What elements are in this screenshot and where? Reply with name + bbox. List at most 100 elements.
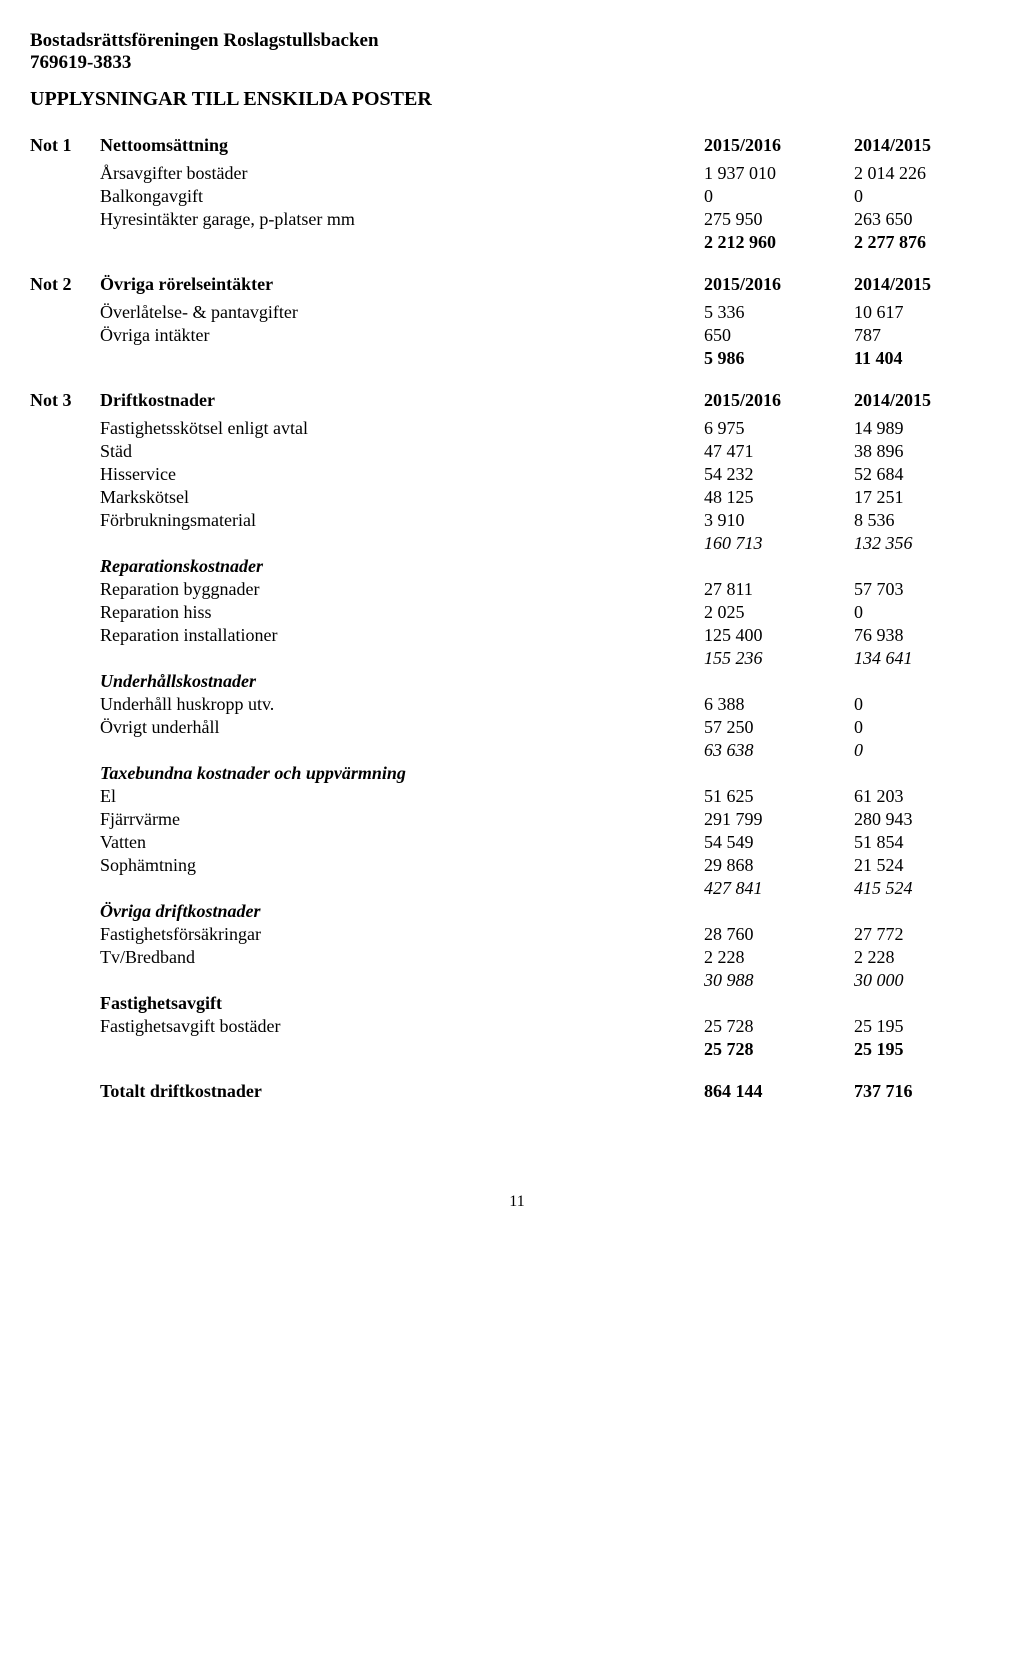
row-label [100,877,704,900]
row-value-2: 17 251 [854,486,1004,509]
subsection-label: Underhållskostnader [100,670,704,693]
data-row: 427 841415 524 [30,877,1004,900]
row-label: Tv/Bredband [100,946,704,969]
note-id: Not 3 [30,370,100,417]
data-row: Fastighetsförsäkringar28 76027 772 [30,923,1004,946]
note-id: Not 2 [30,254,100,301]
row-value-1: 125 400 [704,624,854,647]
row-value-1: 27 811 [704,578,854,601]
row-label [100,1038,704,1061]
note-title: Övriga rörelseintäkter [100,254,704,301]
row-value-1: 47 471 [704,440,854,463]
row-value-2: 52 684 [854,463,1004,486]
data-row: Sophämtning29 86821 524 [30,854,1004,877]
data-row: 155 236134 641 [30,647,1004,670]
row-value-1: 25 728 [704,1015,854,1038]
data-row: Taxebundna kostnader och uppvärmning [30,762,1004,785]
data-row: Underhåll huskropp utv.6 3880 [30,693,1004,716]
row-value-2: 76 938 [854,624,1004,647]
data-row: Övriga driftkostnader [30,900,1004,923]
year-2: 2014/2015 [854,370,1004,417]
total-value-2: 737 716 [854,1061,1004,1103]
row-value-2: 2 014 226 [854,162,1004,185]
subsection-label: Taxebundna kostnader och uppvärmning [100,762,704,785]
data-row: 25 72825 195 [30,1038,1004,1061]
data-row: Vatten54 54951 854 [30,831,1004,854]
subsection-label: Fastighetsavgift [100,992,704,1015]
data-row: Balkongavgift00 [30,185,1004,208]
data-row: Reparationskostnader [30,555,1004,578]
row-value-1: 3 910 [704,509,854,532]
row-label: Underhåll huskropp utv. [100,693,704,716]
row-value-1: 5 986 [704,347,854,370]
row-label: Fastighetsförsäkringar [100,923,704,946]
data-row: Förbrukningsmaterial3 9108 536 [30,509,1004,532]
row-label: El [100,785,704,808]
row-value-2: 0 [854,185,1004,208]
row-value-2: 0 [854,716,1004,739]
row-value-2: 263 650 [854,208,1004,231]
row-value-2: 2 277 876 [854,231,1004,254]
row-label: Fastighetsavgift bostäder [100,1015,704,1038]
row-label: Städ [100,440,704,463]
row-value-2: 787 [854,324,1004,347]
page-number: 11 [30,1193,1004,1211]
row-value-2: 132 356 [854,532,1004,555]
data-row: Fastighetsskötsel enligt avtal6 97514 98… [30,417,1004,440]
row-label [100,647,704,670]
data-row: Hisservice54 23252 684 [30,463,1004,486]
data-row: 63 6380 [30,739,1004,762]
row-value-2: 30 000 [854,969,1004,992]
row-label: Hyresintäkter garage, p-platser mm [100,208,704,231]
row-value-2: 25 195 [854,1038,1004,1061]
row-value-2: 415 524 [854,877,1004,900]
note-title: Nettoomsättning [100,135,704,162]
row-value-2: 51 854 [854,831,1004,854]
year-1: 2015/2016 [704,370,854,417]
note-id: Not 1 [30,135,100,162]
data-row: Markskötsel48 12517 251 [30,486,1004,509]
row-label: Överlåtelse- & pantavgifter [100,301,704,324]
row-value-2: 134 641 [854,647,1004,670]
row-label: Hisservice [100,463,704,486]
data-row: Underhållskostnader [30,670,1004,693]
data-row: Hyresintäkter garage, p-platser mm275 95… [30,208,1004,231]
row-value-1: 6 975 [704,417,854,440]
data-row: 5 98611 404 [30,347,1004,370]
row-value-2: 25 195 [854,1015,1004,1038]
row-label: Reparation byggnader [100,578,704,601]
row-label: Förbrukningsmaterial [100,509,704,532]
row-label [100,969,704,992]
total-value-1: 864 144 [704,1061,854,1103]
row-value-1: 48 125 [704,486,854,509]
data-row: Årsavgifter bostäder1 937 0102 014 226 [30,162,1004,185]
row-value-1: 57 250 [704,716,854,739]
row-value-1: 6 388 [704,693,854,716]
row-label: Övriga intäkter [100,324,704,347]
data-row: Fastighetsavgift bostäder25 72825 195 [30,1015,1004,1038]
row-value-2: 27 772 [854,923,1004,946]
year-1: 2015/2016 [704,254,854,301]
row-value-2: 10 617 [854,301,1004,324]
year-2: 2014/2015 [854,135,1004,162]
row-label: Fjärrvärme [100,808,704,831]
data-row: Fjärrvärme291 799280 943 [30,808,1004,831]
data-row: Övriga intäkter650787 [30,324,1004,347]
row-value-1: 2 025 [704,601,854,624]
row-label: Vatten [100,831,704,854]
section-title: UPPLYSNINGAR TILL ENSKILDA POSTER [30,88,1004,111]
row-value-2: 57 703 [854,578,1004,601]
row-value-2: 38 896 [854,440,1004,463]
total-label: Totalt driftkostnader [100,1061,704,1103]
row-label: Fastighetsskötsel enligt avtal [100,417,704,440]
subsection-label: Övriga driftkostnader [100,900,704,923]
org-number: 769619-3833 [30,52,1004,74]
row-label [100,739,704,762]
data-row: Reparation hiss2 0250 [30,601,1004,624]
row-value-1: 155 236 [704,647,854,670]
row-value-1: 427 841 [704,877,854,900]
row-label [100,532,704,555]
row-value-1: 160 713 [704,532,854,555]
note-header-row: Not 3Driftkostnader2015/20162014/2015 [30,370,1004,417]
data-row: 160 713132 356 [30,532,1004,555]
